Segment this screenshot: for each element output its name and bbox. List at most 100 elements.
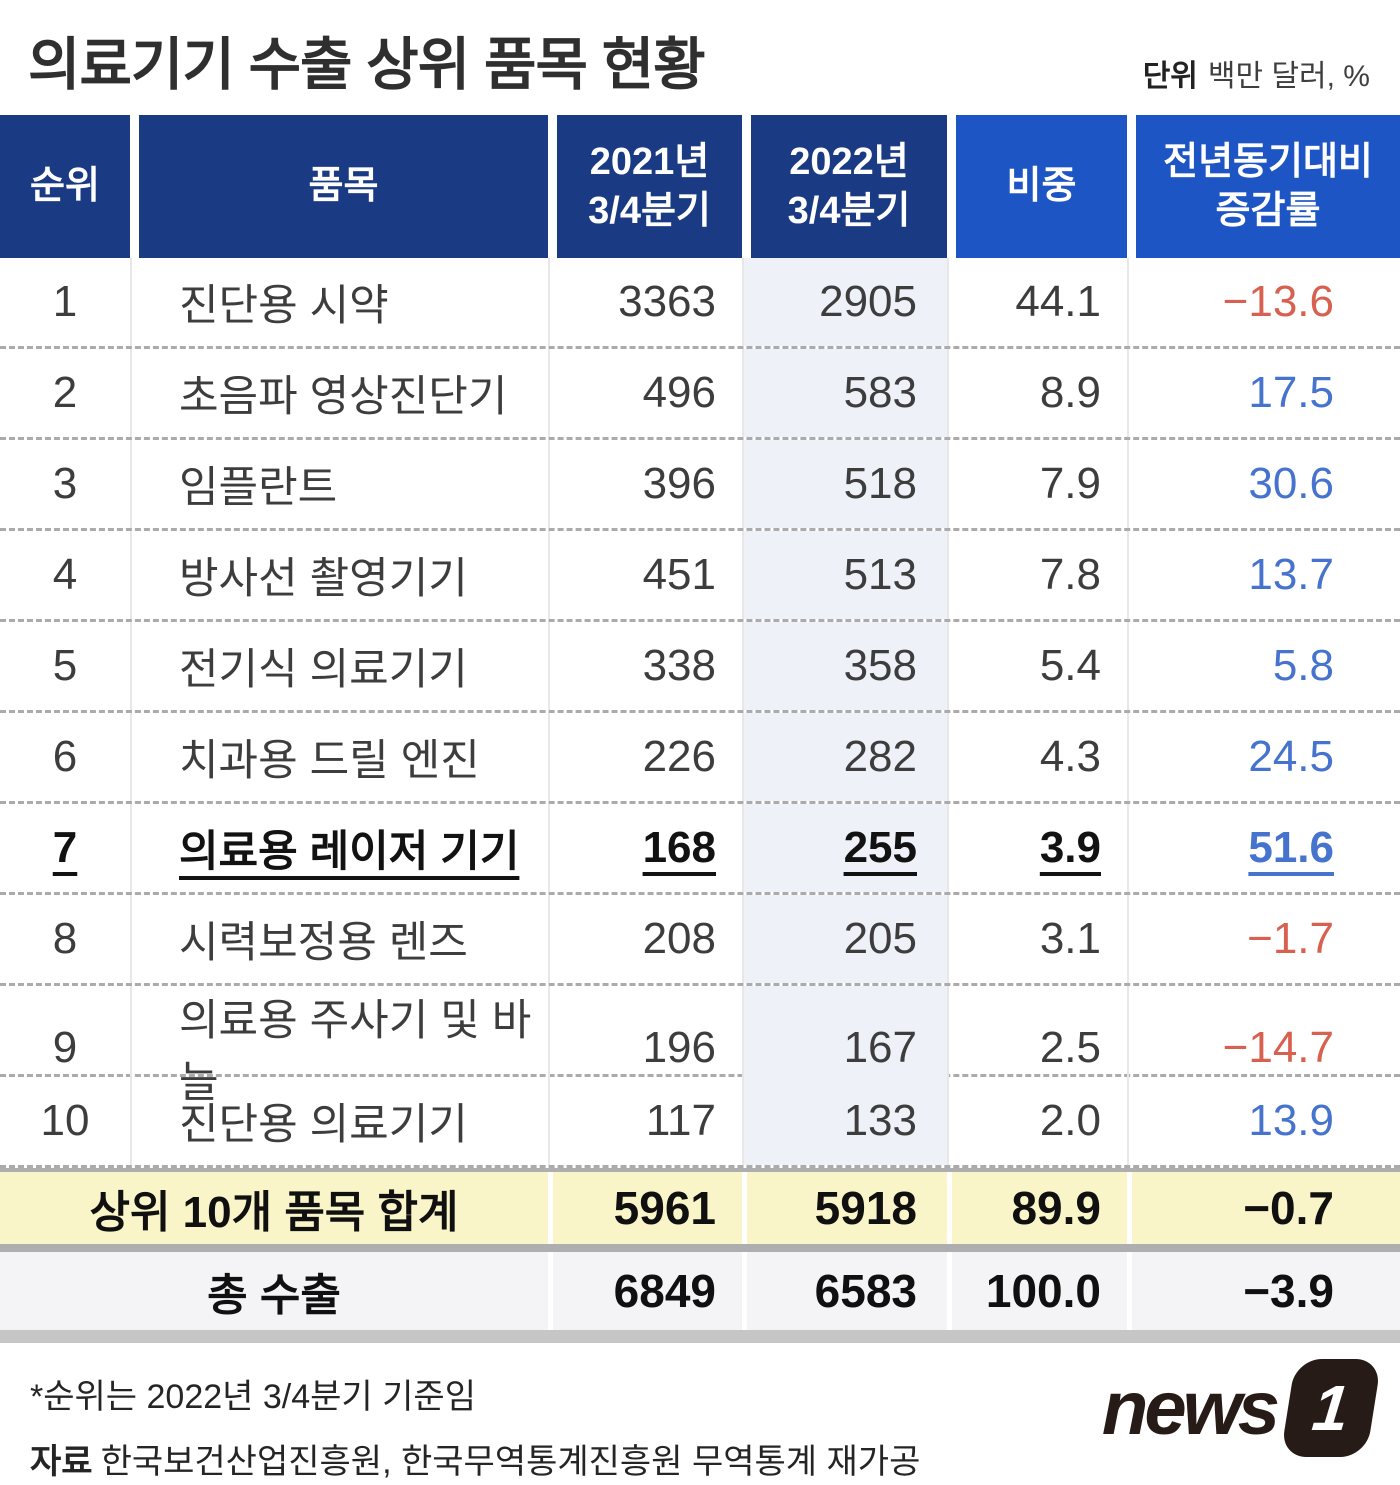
share-cell: 3.1 — [947, 895, 1127, 983]
total-change-cell: −3.9 — [1127, 1252, 1400, 1330]
share-cell: 5.4 — [947, 622, 1127, 710]
share-cell: 2.0 — [947, 1077, 1127, 1165]
table-row-3: 3 임플란트 396 518 7.9 30.6 — [0, 440, 1400, 531]
table-header-row: 순위 품목 2021년 3/4분기 2022년 3/4분기 비중 전년동기대비 … — [0, 115, 1400, 258]
item-cell: 의료용 레이저 기기 — [130, 804, 548, 892]
title-bar: 의료기기 수출 상위 품목 현황 단위 백만 달러, % — [0, 0, 1400, 115]
rank-cell: 6 — [52, 732, 78, 781]
value-2022-cell: 282 — [742, 713, 947, 801]
header-2022: 2022년 3/4분기 — [742, 115, 947, 258]
unit-note: 단위 백만 달러, % — [1143, 51, 1370, 101]
change-cell: 13.7 — [1127, 531, 1400, 619]
news1-logo-one-icon: 1 — [1280, 1359, 1382, 1457]
share-cell: 4.3 — [947, 713, 1127, 801]
table-row-4: 4 방사선 촬영기기 451 513 7.8 13.7 — [0, 531, 1400, 622]
item-cell: 초음파 영상진단기 — [130, 349, 548, 437]
rank-cell: 8 — [52, 914, 78, 963]
item-cell: 진단용 시약 — [130, 258, 548, 346]
header-rank: 순위 — [0, 115, 130, 258]
rank-cell: 5 — [52, 641, 78, 690]
value-2021-cell: 226 — [548, 713, 742, 801]
value-2021-cell: 496 — [548, 349, 742, 437]
table-row-1: 1 진단용 시약 3363 2905 44.1 −13.6 — [0, 258, 1400, 349]
header-share: 비중 — [947, 115, 1127, 258]
value-2022-cell: 205 — [742, 895, 947, 983]
summary-top10-row: 상위 10개 품목 합계 5961 5918 89.9 −0.7 — [0, 1168, 1400, 1248]
unit-value: 백만 달러, % — [1207, 60, 1370, 93]
unit-label: 단위 — [1142, 60, 1198, 93]
change-cell: 30.6 — [1127, 440, 1400, 528]
item-cell: 치과용 드릴 엔진 — [130, 713, 548, 801]
table-row-5: 5 전기식 의료기기 338 358 5.4 5.8 — [0, 622, 1400, 713]
total-2021-cell: 6849 — [548, 1252, 742, 1330]
value-2021-cell: 168 — [548, 804, 742, 892]
value-2021-cell: 396 — [548, 440, 742, 528]
change-cell: 5.8 — [1127, 622, 1400, 710]
share-cell: 44.1 — [947, 258, 1127, 346]
share-cell: 7.9 — [947, 440, 1127, 528]
table-row-9: 9 의료용 주사기 및 바늘 196 167 2.5 −14.7 — [0, 986, 1400, 1110]
rank-cell: 1 — [52, 277, 78, 326]
value-2022-cell: 2905 — [742, 258, 947, 346]
item-cell: 방사선 촬영기기 — [130, 531, 548, 619]
change-cell: −13.6 — [1127, 258, 1400, 346]
item-cell: 임플란트 — [130, 440, 548, 528]
rank-cell: 3 — [52, 459, 78, 508]
value-2021-cell: 338 — [548, 622, 742, 710]
value-2022-cell: 133 — [742, 1077, 947, 1165]
page-title: 의료기기 수출 상위 품목 현황 — [28, 33, 706, 97]
header-2021: 2021년 3/4분기 — [548, 115, 742, 258]
value-2021-cell: 208 — [548, 895, 742, 983]
header-item: 품목 — [130, 115, 548, 258]
item-cell: 시력보정용 렌즈 — [130, 895, 548, 983]
change-cell: 13.9 — [1127, 1077, 1400, 1165]
summary-label: 상위 10개 품목 합계 — [89, 1188, 459, 1237]
value-2022-cell: 255 — [742, 804, 947, 892]
table-row-8: 8 시력보정용 렌즈 208 205 3.1 −1.7 — [0, 895, 1400, 986]
source-label: 자료 — [30, 1443, 93, 1481]
total-share-cell: 100.0 — [947, 1252, 1127, 1330]
value-2021-cell: 451 — [548, 531, 742, 619]
table-row-6: 6 치과용 드릴 엔진 226 282 4.3 24.5 — [0, 713, 1400, 804]
news1-logo-text: news — [1101, 1365, 1280, 1451]
table-row-10: 10 진단용 의료기기 117 133 2.0 13.9 — [0, 1077, 1400, 1168]
news1-logo: news 1 — [1101, 1359, 1382, 1457]
summary-change-cell: −0.7 — [1127, 1172, 1400, 1244]
share-cell: 8.9 — [947, 349, 1127, 437]
value-2022-cell: 358 — [742, 622, 947, 710]
change-cell: 17.5 — [1127, 349, 1400, 437]
total-label: 총 수출 — [207, 1271, 341, 1320]
rank-cell: 2 — [52, 368, 78, 417]
change-cell: −14.7 — [1127, 986, 1400, 1110]
item-cell: 의료용 주사기 및 바늘 — [130, 986, 548, 1110]
value-2021-cell: 196 — [548, 986, 742, 1110]
value-2021-cell: 117 — [548, 1077, 742, 1165]
table-row-7-highlighted: 7 의료용 레이저 기기 168 255 3.9 51.6 — [0, 804, 1400, 895]
value-2021-cell: 3363 — [548, 258, 742, 346]
value-2022-cell: 583 — [742, 349, 947, 437]
table-row-2: 2 초음파 영상진단기 496 583 8.9 17.5 — [0, 349, 1400, 440]
source-text: 한국보건산업진흥원, 한국무역통계진흥원 무역통계 재가공 — [100, 1443, 921, 1481]
table-bottom-bar — [0, 1330, 1400, 1343]
rank-basis-note: *순위는 2022년 3/4분기 기준임 — [30, 1378, 476, 1416]
item-cell: 전기식 의료기기 — [130, 622, 548, 710]
summary-2021-cell: 5961 — [548, 1172, 742, 1244]
rank-cell: 7 — [52, 823, 78, 872]
total-export-row: 총 수출 6849 6583 100.0 −3.9 — [0, 1248, 1400, 1330]
value-2022-cell: 518 — [742, 440, 947, 528]
share-cell: 3.9 — [947, 804, 1127, 892]
item-cell: 진단용 의료기기 — [130, 1077, 548, 1165]
share-cell: 7.8 — [947, 531, 1127, 619]
share-cell: 2.5 — [947, 986, 1127, 1110]
summary-share-cell: 89.9 — [947, 1172, 1127, 1244]
change-cell: 51.6 — [1127, 804, 1400, 892]
rank-cell: 10 — [40, 1096, 90, 1145]
footer: *순위는 2022년 3/4분기 기준임 자료 한국보건산업진흥원, 한국무역통계… — [0, 1343, 1400, 1483]
change-cell: −1.7 — [1127, 895, 1400, 983]
rank-cell: 9 — [52, 1023, 78, 1072]
rank-cell: 4 — [52, 550, 78, 599]
summary-2022-cell: 5918 — [742, 1172, 947, 1244]
total-2022-cell: 6583 — [742, 1252, 947, 1330]
source-note: 자료 한국보건산업진흥원, 한국무역통계진흥원 무역통계 재가공 — [30, 1434, 1370, 1483]
header-change: 전년동기대비 증감률 — [1127, 115, 1400, 258]
